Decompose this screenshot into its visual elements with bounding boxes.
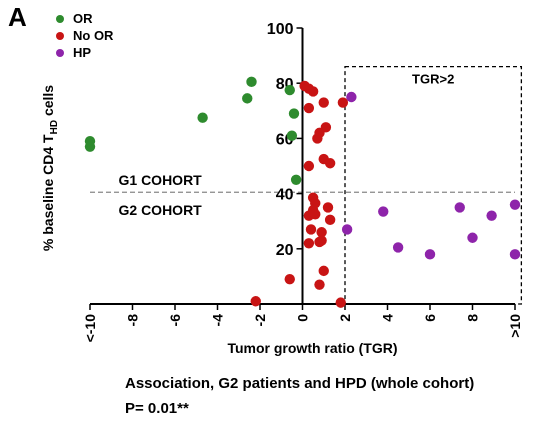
point-no-or-28 [335,297,346,308]
tgr-box [344,65,523,305]
point-no-or-27 [314,279,325,290]
point-no-or-25 [318,265,329,277]
x-tick-label-8: 6 [422,314,438,322]
point-or-4 [242,93,253,104]
x-tick-label-6: 2 [337,314,353,322]
region-label-0: G1 COHORT [119,172,203,188]
association-text: Association, G2 patients and HPD (whole … [125,375,475,392]
region-label-1: G2 COHORT [119,202,203,218]
legend-label-hp: HP [73,45,92,60]
point-or-7 [286,130,298,141]
point-no-or-16 [322,202,334,213]
point-no-or-23 [303,238,315,249]
tgr-box-label: TGR>2 [412,72,454,87]
y-tick-label-1: 40 [276,187,294,204]
legend: OR No OR HP [56,10,113,61]
point-no-or-5 [303,102,315,114]
point-or-1 [84,141,96,152]
legend-item-no-or: No OR [56,27,113,44]
legend-label-or: OR [73,11,93,26]
x-tick-label-7: 4 [380,314,396,322]
point-no-or-26 [284,273,295,285]
point-no-or-12 [324,158,336,169]
point-hp-5 [454,202,465,213]
point-no-or-24 [314,236,325,248]
y-tick-label-4: 100 [267,21,294,38]
point-no-or-6 [337,97,349,108]
point-hp-0 [346,91,357,103]
point-no-or-21 [316,227,327,238]
x-axis-title: Tumor growth ratio (TGR) [227,340,397,356]
point-no-or-4 [318,97,329,108]
tgr-box-layer: TGR>2 [344,65,523,305]
panel-letter: A [8,2,27,32]
p-value-text: P= 0.01** [125,400,189,417]
point-no-or-3 [307,86,319,97]
legend-marker-no-or [56,31,64,40]
point-hp-7 [486,210,497,221]
point-no-or-20 [305,224,317,235]
point-no-or-10 [303,160,315,172]
points-layer [84,76,521,308]
point-hp-2 [378,206,389,217]
point-hp-3 [392,242,404,253]
point-hp-6 [467,232,478,243]
point-hp-8 [509,199,521,210]
legend-marker-hp [56,48,64,57]
point-or-3 [246,76,257,88]
x-tick-label-10: >10 [507,314,523,338]
x-tick-label-9: 8 [465,314,481,322]
point-or-8 [290,174,302,185]
labels-layer: G1 COHORT G2 COHORT Tumor growth ratio (TG… [40,85,398,356]
point-no-or-18 [310,209,321,220]
point-no-or-9 [312,133,323,144]
point-hp-9 [509,249,521,260]
point-or-2 [197,112,208,123]
legend-marker-or [56,14,64,23]
point-or-6 [288,108,300,119]
x-tick-label-2: -6 [167,314,183,327]
legend-item-or: OR [56,10,113,27]
x-tick-label-0: <-10 [82,314,98,343]
point-no-or-0 [250,296,261,307]
point-hp-1 [341,224,353,235]
y-axis-title: % baseline CD4 THD cells [40,85,60,251]
y-tick-label-0: 20 [276,242,294,259]
point-hp-4 [424,249,436,260]
legend-item-hp: HP [56,44,113,61]
point-or-5 [284,84,295,96]
x-tick-label-1: -8 [125,314,141,327]
point-no-or-19 [324,214,336,226]
x-tick-label-5: 0 [295,314,311,322]
x-tick-label-4: -2 [252,314,268,327]
legend-label-no-or: No OR [73,28,114,43]
x-tick-label-3: -4 [210,314,226,327]
